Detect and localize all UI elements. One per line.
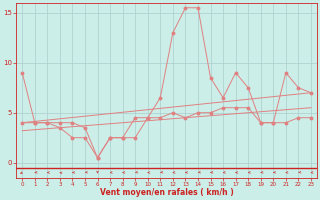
X-axis label: Vent moyen/en rafales ( km/h ): Vent moyen/en rafales ( km/h ) [100,188,234,197]
